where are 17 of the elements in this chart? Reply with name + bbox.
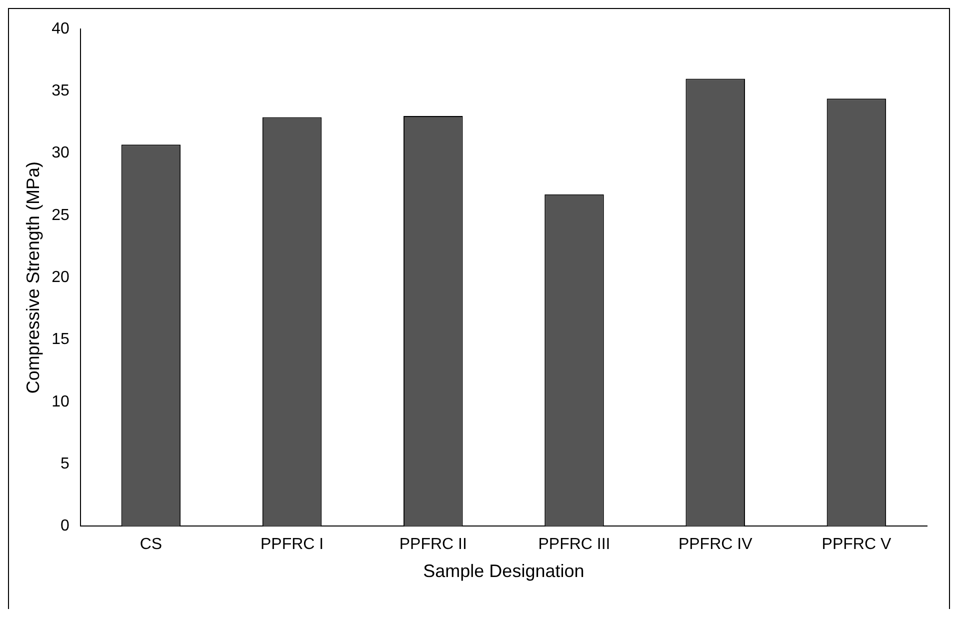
y-tick-label: 40 <box>52 20 70 38</box>
y-tick-label: 35 <box>52 82 70 100</box>
x-tick-label: PPFRC III <box>538 536 610 554</box>
x-tick-label: PPFRC V <box>822 536 892 554</box>
y-tick-label: 15 <box>52 331 70 348</box>
y-axis-title: Compressive Strength (MPa) <box>22 162 43 394</box>
x-tick-label: PPFRC II <box>399 536 467 554</box>
y-tick-label: 25 <box>52 206 70 224</box>
y-tick-label: 10 <box>52 393 70 410</box>
x-tick-label: PPFRC IV <box>678 536 753 554</box>
y-tick-label: 30 <box>52 144 70 162</box>
x-tick-label: CS <box>140 536 162 554</box>
y-tick-label: 20 <box>52 269 70 286</box>
y-tick-label: 0 <box>60 518 70 535</box>
y-tick-label: 5 <box>60 455 70 472</box>
x-tick-label: PPFRC I <box>260 536 324 554</box>
x-axis-title: Sample Designation <box>423 561 584 582</box>
